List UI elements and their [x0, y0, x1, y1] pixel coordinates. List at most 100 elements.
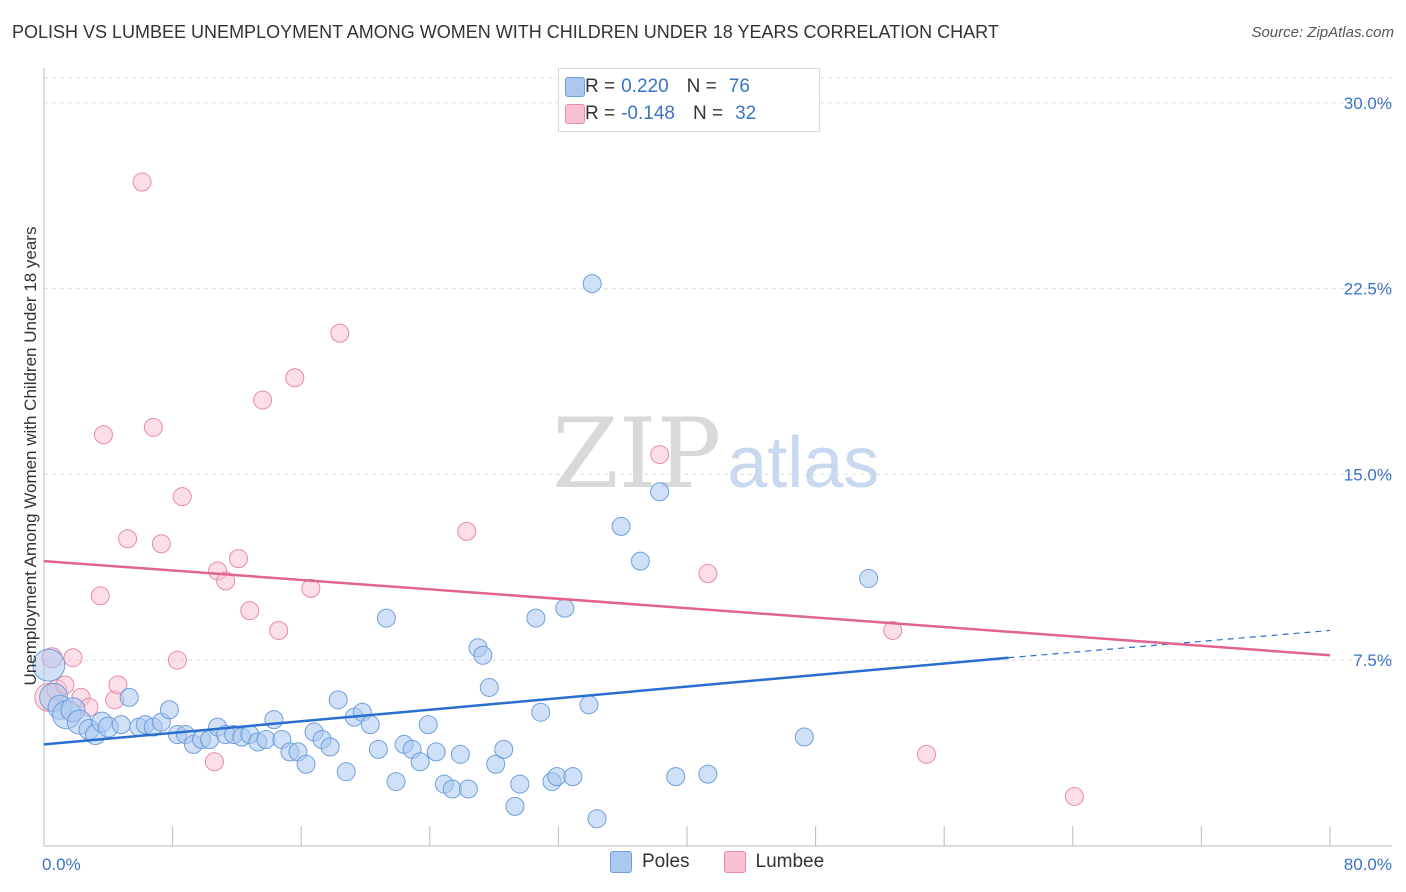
point-poles — [320, 737, 340, 757]
point-poles — [256, 729, 276, 749]
point-lumbee — [240, 601, 260, 621]
point-lumbee — [90, 586, 110, 606]
point-poles — [458, 779, 478, 799]
point-poles — [119, 687, 139, 707]
point-poles — [336, 762, 356, 782]
y-tick-label: 7.5% — [1353, 651, 1392, 670]
y-axis-label: Unemployment Among Women with Children U… — [21, 227, 40, 686]
point-lumbee — [93, 425, 113, 445]
legend-n-value: 76 — [728, 76, 750, 97]
trend-line-poles — [43, 656, 1009, 746]
legend-label-lumbee: Lumbee — [755, 851, 825, 872]
point-lumbee — [917, 744, 937, 764]
y-tick-label: 22.5% — [1344, 280, 1392, 299]
correlation-legend: R = 0.220 N = 76 R = -0.148 N = 32 — [558, 68, 820, 132]
point-lumbee — [269, 620, 289, 640]
point-lumbee — [204, 752, 224, 772]
point-lumbee — [118, 529, 138, 549]
legend-swatch-poles — [610, 851, 632, 873]
point-poles — [360, 715, 380, 735]
point-lumbee — [285, 368, 305, 388]
point-poles — [111, 715, 131, 735]
point-poles — [611, 516, 631, 536]
legend-row-lumbee: R = -0.148 N = 32 — [565, 101, 757, 127]
point-poles — [531, 702, 551, 722]
legend-swatch-lumbee — [723, 851, 746, 873]
point-lumbee — [229, 549, 249, 569]
point-poles — [582, 274, 602, 294]
point-poles — [555, 598, 575, 618]
point-poles — [486, 754, 506, 774]
point-lumbee — [301, 578, 321, 598]
x-tick-label: 80.0% — [1344, 855, 1392, 874]
point-poles — [410, 752, 430, 772]
grid-lines — [44, 77, 1392, 661]
point-poles — [450, 744, 470, 764]
point-poles — [376, 608, 396, 628]
legend-r-label: R = — [585, 76, 616, 97]
point-poles — [264, 710, 284, 730]
trend-lines — [43, 559, 1331, 746]
point-poles — [494, 739, 514, 759]
point-poles — [473, 645, 493, 665]
point-poles — [698, 764, 718, 784]
legend-item-lumbee[interactable]: Lumbee — [723, 851, 825, 873]
legend-n-label: N = — [692, 103, 724, 124]
point-poles — [479, 677, 499, 697]
point-poles — [587, 809, 607, 829]
y-tick-label: 15.0% — [1344, 465, 1392, 484]
legend-label-poles: Poles — [642, 851, 690, 872]
point-lumbee — [330, 323, 350, 343]
point-poles — [630, 551, 650, 571]
axis-labels: 7.5% 15.0% 22.5% 30.0% 0.0% 80.0% Unemployment… — [21, 94, 1392, 874]
point-poles — [426, 742, 446, 762]
point-lumbee — [698, 563, 718, 583]
legend-item-poles[interactable]: Poles — [610, 851, 690, 873]
legend-n-label: N = — [686, 76, 717, 97]
trend-line-lumbee — [43, 559, 1331, 657]
point-poles — [368, 739, 388, 759]
point-lumbee — [1064, 786, 1084, 806]
point-lumbee — [143, 417, 163, 437]
point-poles — [510, 774, 530, 794]
y-tick-label: 30.0% — [1344, 94, 1392, 113]
legend-r-label: R = — [585, 103, 616, 124]
point-poles — [547, 767, 567, 787]
point-lumbee — [63, 648, 83, 668]
legend-swatch-poles — [565, 77, 585, 97]
trend-extension-poles — [1008, 629, 1331, 659]
point-poles — [650, 482, 670, 502]
point-poles — [505, 796, 525, 816]
point-poles — [32, 648, 66, 682]
series-legend: Poles Lumbee — [610, 851, 858, 873]
point-lumbee — [650, 445, 670, 465]
legend-r-value: -0.148 — [621, 103, 675, 124]
chart-title: POLISH VS LUMBEE UNEMPLOYMENT AMONG WOME… — [12, 22, 999, 42]
point-lumbee — [457, 521, 477, 541]
legend-n-value: 32 — [735, 103, 757, 124]
data-points — [32, 172, 1084, 829]
point-poles — [794, 727, 814, 747]
point-lumbee — [172, 487, 192, 507]
point-lumbee — [151, 534, 171, 554]
point-poles — [526, 608, 546, 628]
point-poles — [296, 754, 316, 774]
point-poles — [418, 715, 438, 735]
point-poles — [579, 695, 599, 715]
point-lumbee — [108, 675, 128, 695]
legend-swatch-lumbee — [565, 104, 585, 124]
point-poles — [159, 700, 179, 720]
point-lumbee — [216, 571, 236, 591]
point-poles — [666, 767, 686, 787]
axes — [43, 68, 1392, 847]
point-lumbee — [883, 620, 903, 640]
point-poles — [386, 772, 406, 792]
legend-row-poles: R = 0.220 N = 76 — [565, 74, 750, 100]
legend-r-value: 0.220 — [621, 76, 669, 97]
point-lumbee — [167, 650, 187, 670]
x-tick-label: 0.0% — [42, 855, 81, 874]
point-poles — [859, 568, 879, 588]
point-lumbee — [253, 390, 273, 410]
point-poles — [442, 779, 462, 799]
